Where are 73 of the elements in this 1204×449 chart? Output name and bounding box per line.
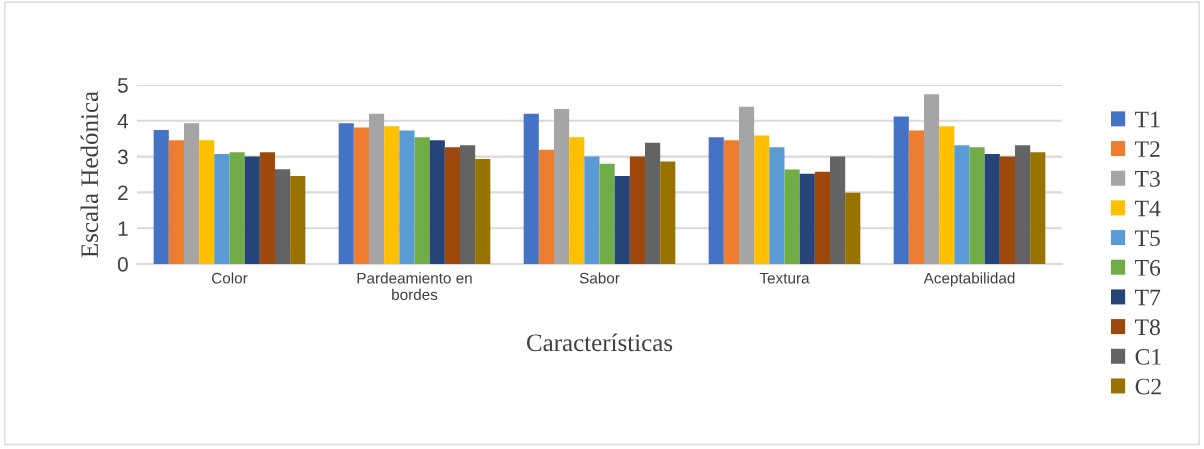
bar bbox=[814, 171, 831, 264]
y-tick-label: 0 bbox=[117, 257, 128, 272]
bar bbox=[244, 156, 260, 264]
bar bbox=[538, 149, 554, 264]
bar bbox=[399, 130, 415, 264]
bar bbox=[275, 169, 291, 264]
legend-label: T7 bbox=[1135, 289, 1161, 306]
bar bbox=[969, 147, 985, 264]
y-tick-label: 2 bbox=[118, 185, 128, 200]
bar bbox=[584, 156, 600, 264]
bar bbox=[259, 152, 276, 264]
bar bbox=[414, 137, 430, 264]
bar bbox=[738, 106, 755, 264]
bar bbox=[183, 123, 200, 264]
legend-label: C1 bbox=[1135, 348, 1161, 365]
x-tick-label: Pardeamiento en bordes bbox=[357, 272, 472, 301]
bar bbox=[523, 113, 539, 264]
x-tick-label: Color bbox=[212, 272, 248, 284]
legend-label: T2 bbox=[1135, 141, 1160, 157]
legend-label: T8 bbox=[1135, 319, 1160, 336]
bar bbox=[229, 152, 245, 264]
x-axis-title: Características bbox=[526, 333, 673, 352]
bar bbox=[1015, 145, 1031, 264]
x-tick-label: Aceptabilidad bbox=[923, 272, 1015, 287]
bar bbox=[614, 175, 630, 264]
bar bbox=[645, 142, 661, 264]
legend-label: T3 bbox=[1135, 170, 1160, 187]
bar bbox=[754, 135, 770, 264]
bar bbox=[984, 154, 1000, 264]
legend-label: T6 bbox=[1135, 259, 1161, 276]
bar bbox=[1030, 152, 1046, 264]
bar bbox=[660, 161, 676, 264]
bar bbox=[338, 123, 354, 264]
bar bbox=[553, 108, 570, 264]
bar bbox=[999, 156, 1016, 264]
bar bbox=[784, 169, 800, 264]
bar bbox=[769, 147, 785, 264]
bar bbox=[939, 126, 955, 264]
legend-label: T5 bbox=[1135, 230, 1160, 247]
bar bbox=[599, 163, 615, 264]
bar bbox=[153, 130, 169, 264]
y-tick-label: 5 bbox=[117, 78, 128, 93]
bar bbox=[290, 175, 306, 264]
bar bbox=[214, 154, 230, 264]
y-tick-label: 3 bbox=[117, 149, 128, 165]
legend-label: T4 bbox=[1135, 200, 1161, 217]
bar bbox=[475, 159, 491, 264]
y-axis-title: Escala Hedónica bbox=[80, 91, 99, 258]
bar bbox=[845, 192, 861, 264]
x-tick-label: Textura bbox=[759, 272, 810, 284]
bar bbox=[444, 147, 461, 264]
bar bbox=[168, 140, 184, 264]
bar bbox=[353, 127, 369, 264]
y-tick-label: 4 bbox=[117, 114, 129, 129]
bar bbox=[384, 126, 400, 264]
bar bbox=[569, 137, 585, 264]
bar bbox=[923, 94, 940, 264]
bar bbox=[908, 130, 924, 264]
bar bbox=[199, 140, 215, 264]
bar bbox=[368, 113, 385, 264]
x-tick-label: Sabor bbox=[579, 272, 620, 284]
bar bbox=[460, 145, 476, 264]
bar bbox=[429, 140, 445, 264]
legend-label: C2 bbox=[1135, 378, 1161, 395]
bar bbox=[893, 116, 909, 264]
legend-label: T1 bbox=[1135, 111, 1160, 128]
bar bbox=[708, 137, 724, 264]
bar bbox=[954, 145, 970, 264]
bar bbox=[799, 173, 815, 264]
bar bbox=[723, 140, 739, 264]
bar bbox=[629, 156, 646, 264]
y-tick-label: 1 bbox=[118, 221, 128, 236]
bar bbox=[830, 156, 846, 264]
